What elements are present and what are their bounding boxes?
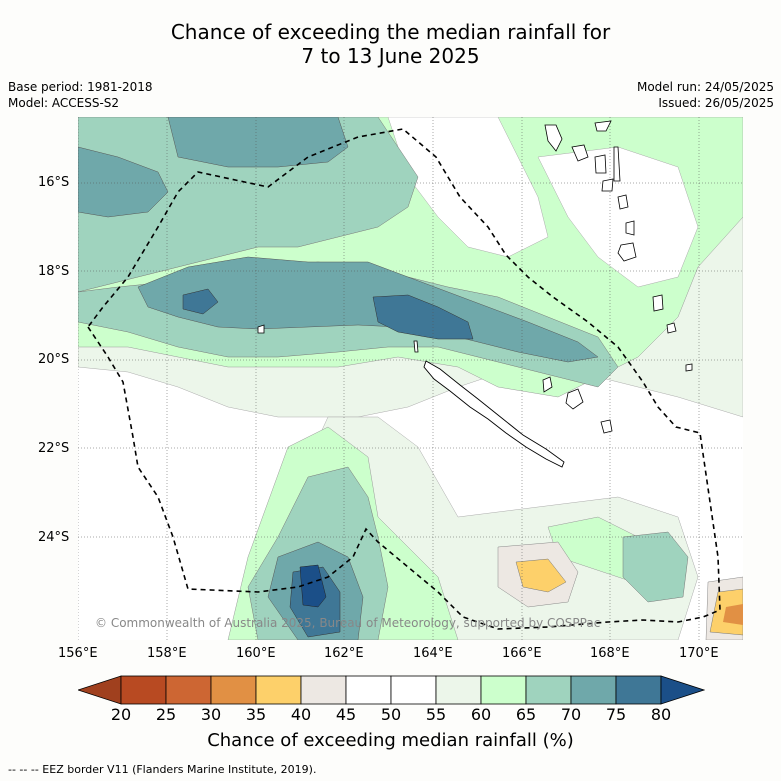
colorbar-box (345, 675, 392, 705)
lat-label-18s: 18°S (38, 264, 70, 279)
colorbar (78, 675, 705, 705)
colorbar-tick-label: 25 (155, 705, 177, 724)
colorbar-box (210, 675, 257, 705)
colorbar-tick-label: 55 (425, 705, 447, 724)
colorbar-extend-high (660, 675, 705, 705)
vanuatu-coastline (544, 124, 693, 372)
colorbar-tick-label: 40 (290, 705, 312, 724)
issued-date: Issued: 26/05/2025 (658, 96, 774, 110)
lon-label-160e: 160°E (236, 646, 276, 661)
colorbar-tick-label: 45 (335, 705, 357, 724)
colorbar-box (255, 675, 302, 705)
colorbar-tick-label: 70 (560, 705, 582, 724)
colorbar-title: Chance of exceeding median rainfall (%) (207, 730, 574, 751)
colorbar-box (525, 675, 572, 705)
lon-label-168e: 168°E (590, 646, 630, 661)
band-70-75 (78, 146, 169, 218)
band-above-80 (299, 564, 327, 608)
title-line-1: Chance of exceeding the median rainfall … (170, 20, 611, 44)
base-period: Base period: 1981-2018 (8, 80, 153, 94)
model-run: Model run: 24/05/2025 (636, 80, 774, 94)
colorbar-tick-label: 75 (605, 705, 627, 724)
colorbar-box (120, 675, 167, 705)
lon-label-156e: 156°E (58, 646, 98, 661)
colorbar-box (480, 675, 527, 705)
eez-legend: -- -- -- EEZ border V11 (Flanders Marine… (8, 763, 317, 776)
colorbar-tick-label: 80 (650, 705, 672, 724)
lat-label-22s: 22°S (38, 441, 70, 456)
new-caledonia-coastline (423, 360, 565, 468)
colorbar-extend-low (78, 675, 122, 705)
lat-label-16s: 16°S (38, 175, 70, 190)
graticule (78, 117, 743, 640)
colorbar-tick-label: 60 (470, 705, 492, 724)
colorbar-tick-label: 50 (380, 705, 402, 724)
title-line-2: 7 to 13 June 2025 (301, 44, 480, 68)
colorbar-box (615, 675, 662, 705)
colorbar-box (390, 675, 437, 705)
colorbar-tick-label: 30 (200, 705, 222, 724)
lat-label-20s: 20°S (38, 352, 70, 367)
lon-label-162e: 162°E (324, 646, 364, 661)
colorbar-box (570, 675, 617, 705)
lon-label-166e: 166°E (502, 646, 542, 661)
colorbar-tick-label: 20 (110, 705, 132, 724)
colorbar-box (300, 675, 347, 705)
rainfall-map: © Commonwealth of Australia 2025, Bureau… (78, 117, 743, 640)
lon-label-164e: 164°E (413, 646, 453, 661)
colorbar-box (435, 675, 482, 705)
colorbar-tick-label: 65 (515, 705, 537, 724)
colorbar-box (165, 675, 212, 705)
lon-label-158e: 158°E (147, 646, 187, 661)
band-65-70 (78, 117, 419, 293)
band-75-80 (182, 288, 219, 315)
copyright-text: © Commonwealth of Australia 2025, Bureau… (95, 616, 600, 630)
model-name: Model: ACCESS-S2 (8, 96, 120, 110)
colorbar-tick-label: 35 (245, 705, 267, 724)
lat-label-24s: 24°S (38, 530, 70, 545)
band-30-35 (723, 604, 743, 625)
lon-label-170e: 170°E (679, 646, 719, 661)
